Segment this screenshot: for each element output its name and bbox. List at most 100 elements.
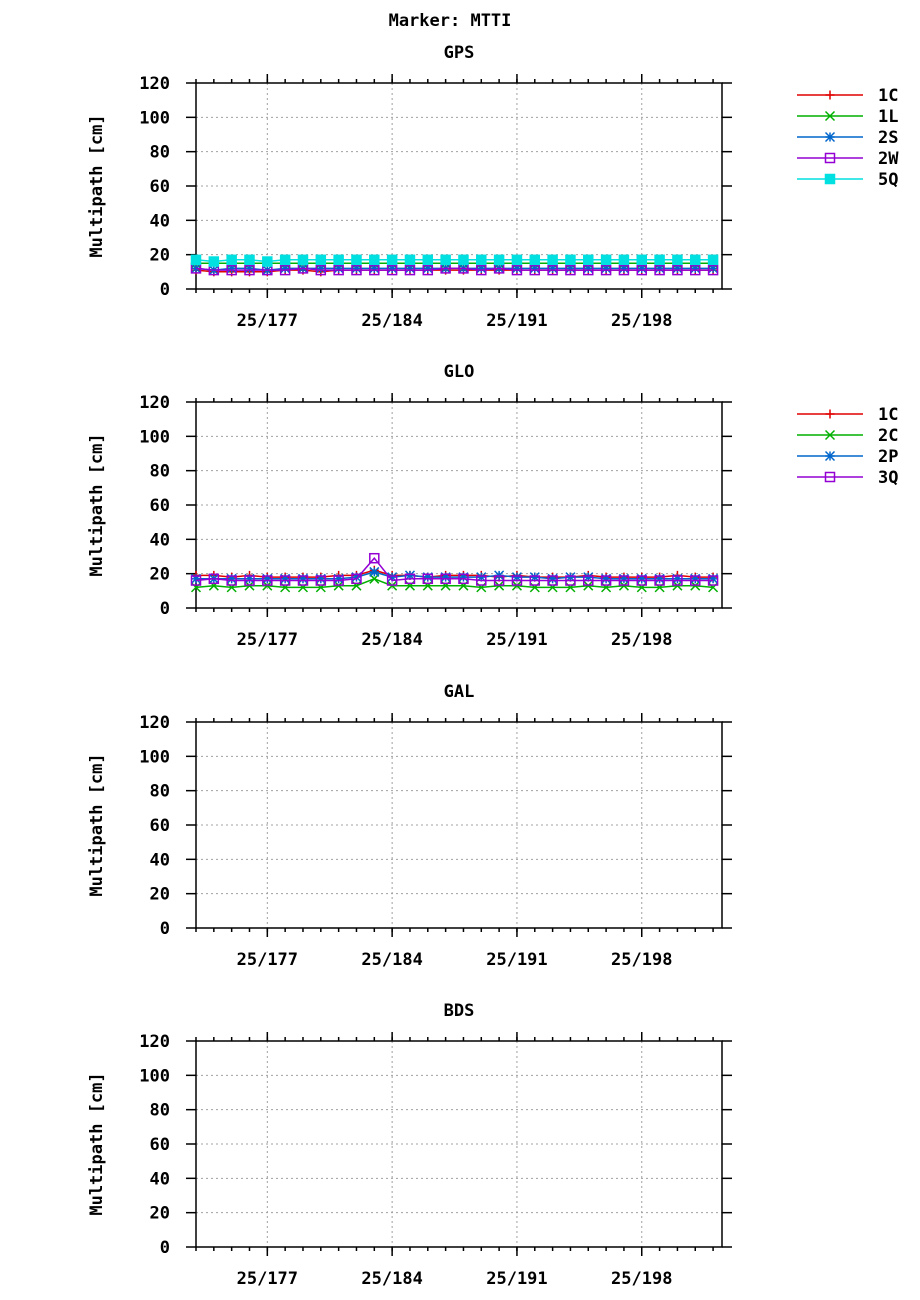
gps-series-5q-point [672, 254, 683, 266]
glo-series-3q-point [707, 575, 719, 586]
gps-series-5q-point [333, 254, 344, 266]
gps-panel: GPS Multipath [cm] 0 20 40 60 80 100 120 25/177 25… [87, 43, 899, 331]
gps-x-tick-label-184: 25/184 [361, 311, 422, 331]
glo-plot-frame [195, 401, 723, 609]
gps-legend-label-2w: 2W [878, 149, 899, 169]
glo-series-3q-point [690, 575, 701, 586]
glo-series-2c-line [195, 577, 714, 589]
glo-series-3q-point [244, 575, 255, 586]
gps-y-tick-label-120: 120 [139, 74, 170, 94]
gps-series-5q-point [279, 254, 291, 266]
gps-legend-entry-2s: 2S [797, 128, 898, 148]
page-title: Marker: MTTI [389, 11, 512, 31]
gps-series-5q-point [440, 254, 451, 266]
gps-series-5q-point [547, 254, 558, 266]
gal-y-tick-label-80: 80 [150, 782, 170, 802]
gps-series-5q-point [511, 254, 523, 266]
glo-series-3q-point [440, 573, 451, 585]
bds-y-tick-label-120: 120 [139, 1032, 170, 1052]
gal-y-tick-label-40: 40 [150, 850, 170, 870]
glo-series-3q-point [565, 575, 576, 586]
gps-series-2w-point [529, 264, 541, 276]
gps-series-2w-line [195, 267, 714, 271]
glo-series-3q-point [547, 575, 558, 586]
gps-series-5q-point [262, 256, 273, 267]
gps-legend-marker-2s [824, 131, 836, 143]
bds-y-tick-label-80: 80 [150, 1101, 170, 1121]
gps-series-2w-point [618, 264, 630, 276]
bds-panel: BDS Multipath [cm] 0 20 40 60 80 100 120 25/177 25… [87, 1001, 732, 1289]
bds-y-tick-label-60: 60 [150, 1135, 170, 1155]
gal-panel: GAL Multipath [cm] 0 20 40 60 80 100 120 25/177 25… [87, 682, 732, 970]
glo-y-tick-label-40: 40 [150, 530, 170, 550]
gps-legend-marker-1l [824, 110, 836, 122]
gps-series-5q-point [315, 254, 327, 266]
gps-series-5q-point [600, 254, 612, 266]
gps-series-5q-point [583, 254, 594, 266]
gps-legend-entry-1l: 1L [797, 107, 898, 127]
gps-series-5q-point [476, 254, 487, 266]
bds-x-tick-label-177: 25/177 [237, 1269, 298, 1289]
glo-legend-marker-1c [825, 409, 835, 419]
gps-legend-marker-1c [825, 90, 835, 100]
gps-series-2w-point [351, 264, 362, 276]
gps-series-2w-point [386, 264, 398, 276]
gps-x-tick-label-177: 25/177 [237, 311, 298, 331]
glo-series-3q-point [636, 575, 648, 586]
gps-legend-label-5q: 5Q [878, 170, 898, 190]
gal-y-tick-label-120: 120 [139, 713, 170, 733]
gps-series-2w-point [547, 264, 558, 276]
gal-plot-frame [195, 721, 723, 929]
glo-legend-marker-3q [824, 471, 836, 483]
gps-legend-label-2s: 2S [878, 128, 898, 148]
glo-x-tick-label-177: 25/177 [237, 630, 298, 650]
glo-series-3q-point [315, 575, 327, 586]
gps-series-5q-point [529, 254, 541, 266]
glo-series-3q-point [208, 573, 220, 585]
gal-x-tick-label-191: 25/191 [486, 950, 547, 970]
gal-y-axis-label: Multipath [cm] [87, 753, 107, 896]
gps-series-5q-line [195, 259, 714, 263]
chart-panels: GPS Multipath [cm] 0 20 40 60 80 100 120 25/177 25… [87, 43, 899, 1289]
glo-series-3q-point [618, 575, 630, 586]
gps-series-5q-point [707, 254, 719, 266]
gps-series-5q-point [654, 254, 665, 266]
gps-series-2w-point [226, 264, 237, 276]
glo-legend-marker-2c [824, 429, 836, 441]
gps-legend-label-1l: 1L [878, 107, 898, 127]
glo-series-3q-point [422, 573, 434, 585]
gps-series-5q-point [297, 254, 309, 266]
gps-series-2w-point [707, 264, 719, 276]
gps-series-2w-point [315, 264, 327, 276]
glo-series-3q-point [458, 573, 469, 585]
gps-series-2w-point [244, 264, 255, 276]
gps-legend-entry-2w: 2W [797, 149, 899, 169]
gal-title: GAL [444, 682, 475, 702]
gal-x-tick-label-177: 25/177 [237, 950, 298, 970]
glo-series-3q-point [476, 575, 487, 586]
gps-y-tick-label-100: 100 [139, 108, 170, 128]
gps-series-2w-point [600, 264, 612, 276]
gps-legend-marker-2w [824, 152, 836, 164]
glo-y-tick-label-60: 60 [150, 496, 170, 516]
glo-series-2p-point [369, 566, 380, 577]
glo-y-tick-label-80: 80 [150, 462, 170, 482]
gps-legend-marker-5q [824, 173, 836, 185]
gps-series-2w-point [476, 264, 487, 276]
glo-legend-entry-3q: 3Q [797, 468, 898, 488]
glo-legend-label-1c: 1C [878, 405, 898, 425]
glo-series-3q-point [262, 575, 273, 586]
gps-series-5q-point [190, 254, 202, 266]
gps-series-5q-point [226, 254, 237, 266]
glo-series-3q-point [493, 575, 505, 586]
gps-y-tick-label-80: 80 [150, 143, 170, 163]
gps-series-2w-point [333, 264, 344, 276]
gps-y-axis-label: Multipath [cm] [87, 114, 107, 257]
gps-series-5q-point [422, 254, 434, 266]
gal-y-tick-label-0: 0 [160, 919, 170, 939]
gps-series-5q-point [565, 254, 576, 266]
gps-series-5q-point [493, 254, 505, 266]
glo-series-3q-point [672, 575, 683, 586]
gps-series-2w-point [690, 264, 701, 276]
